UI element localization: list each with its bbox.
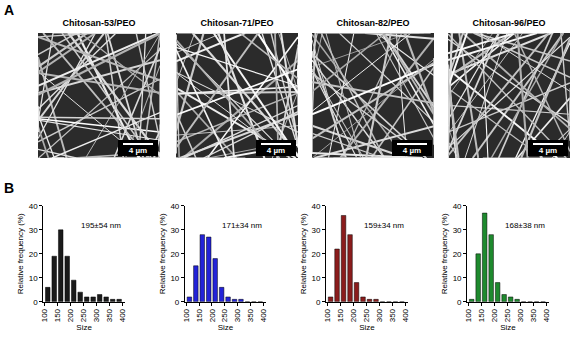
- svg-text:200: 200: [349, 308, 358, 322]
- html-text:4 µm: 4 µm: [402, 146, 422, 155]
- svg-text:250: 250: [503, 308, 512, 322]
- svg-text:150: 150: [336, 308, 345, 322]
- svg-text:Size: Size: [500, 323, 516, 332]
- svg-text:100: 100: [464, 308, 473, 322]
- svg-text:400: 400: [259, 308, 268, 322]
- svg-text:10: 10: [29, 274, 38, 283]
- svg-text:195±54 nm: 195±54 nm: [81, 221, 121, 230]
- svg-text:0: 0: [175, 298, 180, 307]
- svg-text:20: 20: [29, 250, 38, 259]
- svg-text:300: 300: [233, 308, 242, 322]
- svg-text:250: 250: [220, 308, 229, 322]
- svg-text:300: 300: [516, 308, 525, 322]
- svg-text:400: 400: [542, 308, 551, 322]
- svg-text:40: 40: [453, 202, 462, 211]
- svg-text:200: 200: [208, 308, 217, 322]
- svg-text:200: 200: [66, 308, 75, 322]
- html-text:A: A: [4, 2, 15, 18]
- svg-text:Relative frequency (%): Relative frequency (%): [158, 213, 167, 294]
- svg-text:350: 350: [529, 308, 538, 322]
- svg-text:150: 150: [53, 308, 62, 322]
- svg-text:250: 250: [79, 308, 88, 322]
- svg-text:100: 100: [323, 308, 332, 322]
- svg-text:159±34 nm: 159±34 nm: [364, 221, 404, 230]
- svg-text:150: 150: [195, 308, 204, 322]
- svg-text:Relative frequency (%): Relative frequency (%): [16, 213, 25, 294]
- svg-text:168±38 nm: 168±38 nm: [505, 221, 545, 230]
- html-text:Chitosan-96/PEO: Chitosan-96/PEO: [472, 18, 546, 28]
- svg-text:20: 20: [453, 250, 462, 259]
- svg-text:Relative frequency (%): Relative frequency (%): [299, 213, 308, 294]
- svg-text:Size: Size: [218, 323, 234, 332]
- svg-text:0: 0: [316, 298, 321, 307]
- svg-text:100: 100: [40, 308, 49, 322]
- svg-text:Size: Size: [359, 323, 375, 332]
- svg-text:150: 150: [477, 308, 486, 322]
- html-text:B: B: [4, 180, 15, 196]
- svg-text:30: 30: [453, 226, 462, 235]
- svg-text:400: 400: [401, 308, 410, 322]
- svg-text:0: 0: [457, 298, 462, 307]
- svg-text:30: 30: [170, 226, 179, 235]
- svg-text:Size: Size: [76, 323, 92, 332]
- svg-text:400: 400: [118, 308, 127, 322]
- html-text:Chitosan-71/PEO: Chitosan-71/PEO: [200, 18, 274, 28]
- svg-text:0: 0: [33, 298, 38, 307]
- svg-text:20: 20: [312, 250, 321, 259]
- html-text:4 µm: 4 µm: [128, 146, 148, 155]
- svg-text:350: 350: [105, 308, 114, 322]
- svg-text:300: 300: [375, 308, 384, 322]
- html-text:Chitosan-53/PEO: Chitosan-53/PEO: [62, 18, 136, 28]
- svg-text:350: 350: [388, 308, 397, 322]
- svg-text:10: 10: [170, 274, 179, 283]
- svg-text:40: 40: [312, 202, 321, 211]
- svg-text:10: 10: [312, 274, 321, 283]
- html-text:4 µm: 4 µm: [266, 146, 286, 155]
- svg-text:350: 350: [246, 308, 255, 322]
- svg-text:Relative frequency (%): Relative frequency (%): [440, 213, 449, 294]
- svg-text:100: 100: [182, 308, 191, 322]
- html-text:4 µm: 4 µm: [538, 146, 558, 155]
- svg-text:300: 300: [92, 308, 101, 322]
- svg-text:20: 20: [170, 250, 179, 259]
- svg-text:40: 40: [170, 202, 179, 211]
- svg-text:171±34 nm: 171±34 nm: [222, 221, 262, 230]
- svg-text:40: 40: [29, 202, 38, 211]
- svg-text:30: 30: [29, 226, 38, 235]
- html-text:Chitosan-82/PEO: Chitosan-82/PEO: [336, 18, 410, 28]
- svg-text:30: 30: [312, 226, 321, 235]
- svg-text:250: 250: [362, 308, 371, 322]
- svg-text:200: 200: [490, 308, 499, 322]
- svg-text:10: 10: [453, 274, 462, 283]
